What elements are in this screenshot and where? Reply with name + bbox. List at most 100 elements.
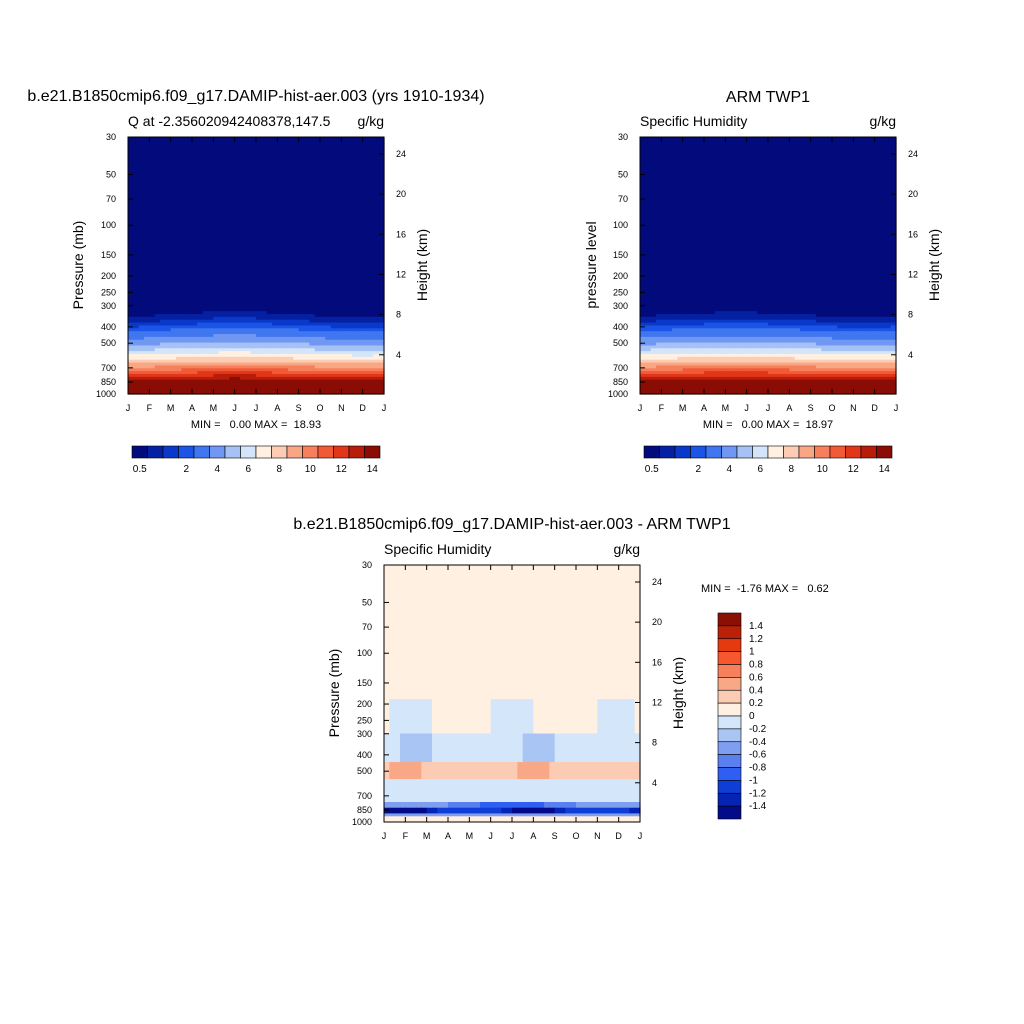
field-cell [330,294,337,298]
field-cell [309,225,316,229]
field-cell [288,285,294,289]
field-cell [341,185,348,189]
field-cell [197,291,204,295]
field-cell [357,214,364,218]
field-cell [261,259,268,264]
field-cell [138,274,145,278]
field-cell [213,265,220,269]
field-cell [298,174,305,178]
field-cell [352,162,358,167]
field-cell [368,282,374,287]
field-cell [325,308,332,312]
field-cell [245,314,252,318]
field-cell [277,382,284,387]
field-cell [202,279,209,284]
field-cell [272,154,278,158]
field-cell [197,354,204,358]
field-cell [314,268,321,272]
field-cell [277,331,284,335]
field-cell [325,319,332,324]
field-cell [181,159,188,164]
field-cell [240,305,246,309]
field-cell [149,202,156,207]
field-cell [277,325,284,329]
field-cell [218,154,225,158]
field-cell [858,142,865,147]
field-cell [154,211,161,215]
field-cell [176,248,182,252]
field-cell [325,185,332,189]
field-cell [293,276,300,281]
field-cell [336,359,342,364]
field-cell [314,199,321,204]
field-cell [288,391,294,395]
field-cell [282,139,289,144]
field-cell [640,154,646,158]
field-cell [821,162,828,167]
field-cell [165,222,172,227]
field-cell [656,151,662,155]
field-cell [314,176,321,181]
field-cell [650,165,657,170]
field-cell [208,322,214,327]
field-cell [208,259,214,264]
field-cell [245,308,252,312]
field-cell [256,342,262,347]
field-cell [197,319,204,324]
field-cell [320,359,326,364]
field-cell [138,268,145,272]
field-cell [794,162,801,167]
field-cell [842,148,849,152]
field-cell [266,259,273,264]
field-cell [218,379,225,384]
field-cell [208,165,214,170]
field-cell [362,359,369,364]
field-cell [234,156,241,161]
field-cell [277,199,284,204]
field-cell [352,139,358,144]
field-cell [240,148,246,152]
field-cell [218,354,225,358]
field-cell [149,225,156,229]
field-cell [346,322,353,327]
field-cell [357,265,364,269]
field-cell [192,154,198,158]
field-cell [346,374,353,378]
field-cell [309,151,316,155]
field-cell [165,376,172,381]
field-cell [330,274,337,278]
x-tick-label: A [189,403,195,413]
field-cell [309,148,316,152]
field-cell [261,236,268,241]
field-cell [357,245,364,249]
field-cell [293,239,300,244]
field-cell [234,294,241,298]
field-cell [325,362,332,367]
field-cell [325,251,332,255]
field-cell [330,165,337,170]
field-cell [352,285,358,289]
field-cell [128,285,134,289]
field-cell [325,148,332,152]
field-cell [149,354,156,358]
field-cell [133,148,140,152]
field-cell [874,148,881,152]
field-cell [154,174,161,178]
field-cell [261,336,268,341]
field-cell [186,271,193,275]
field-cell [336,236,342,241]
field-cell [682,145,689,150]
field-cell [261,362,268,367]
field-cell [362,319,369,324]
field-cell [197,242,204,247]
field-cell [266,156,273,161]
field-cell [133,159,140,164]
field-cell [298,271,305,275]
field-cell [170,328,177,332]
field-cell [277,265,284,269]
field-cell [128,336,134,341]
field-cell [186,154,193,158]
field-cell [298,145,305,150]
field-cell [218,156,225,161]
field-cell [186,328,193,332]
